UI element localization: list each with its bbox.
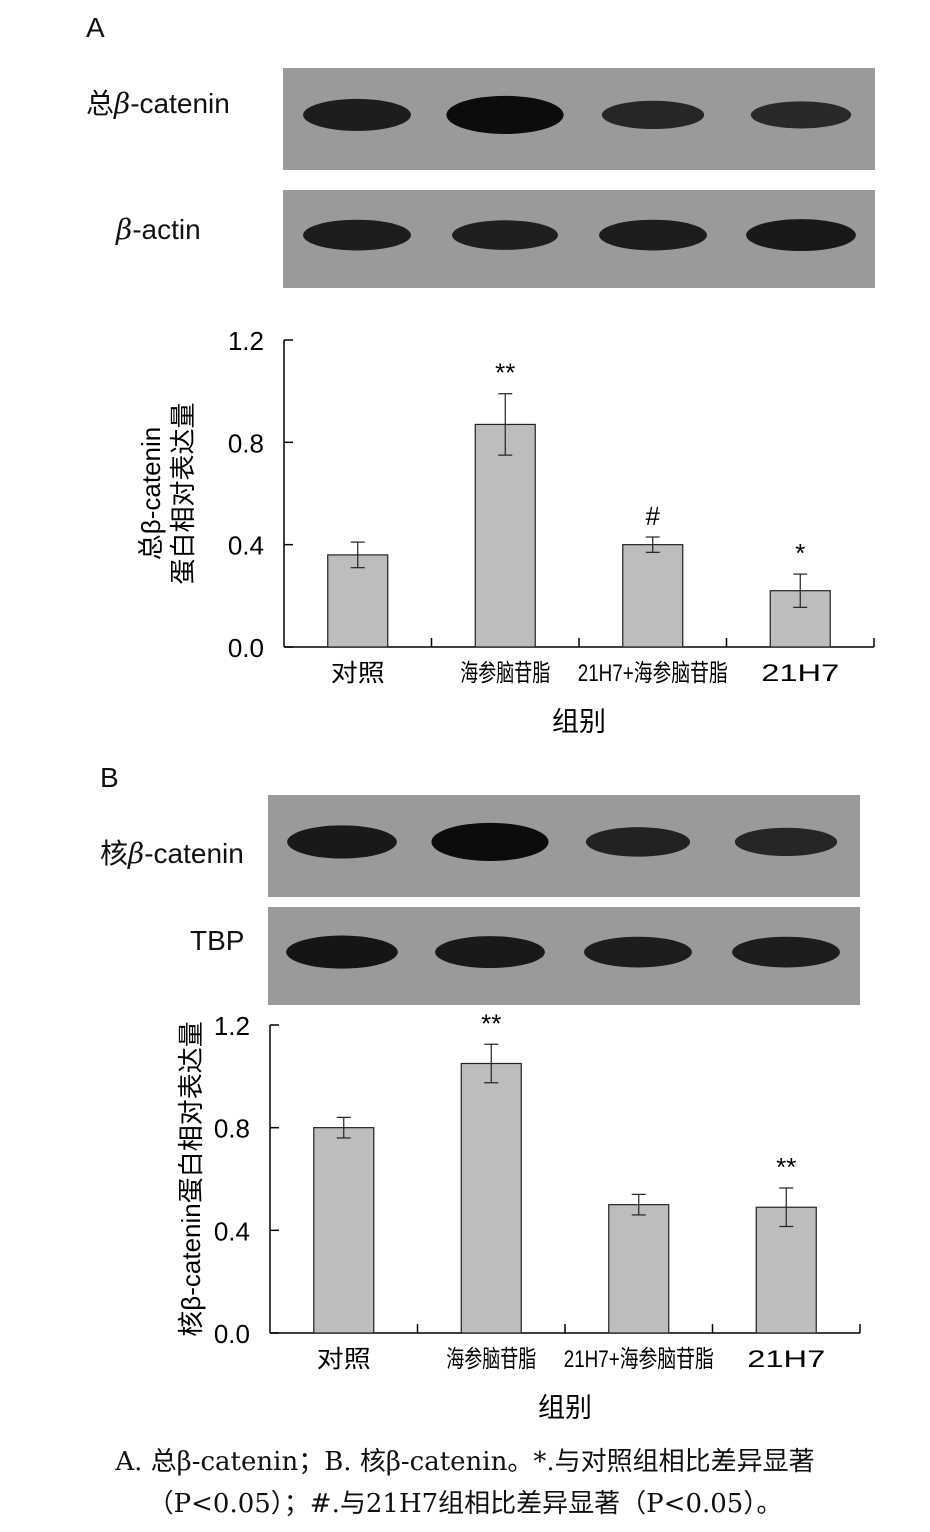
- chart-total-beta-catenin: 0.0 0.4 0.8 1.2 对照 ** 海参脑苷脂 #21H7+海参脑苷脂 * 21H7 组别 总…: [136, 326, 875, 737]
- y-tick-label: 0.4: [228, 531, 264, 561]
- blot-band: [303, 98, 411, 131]
- blot-band: [750, 101, 852, 129]
- x-tick-label: 21H7+海参脑苷脂: [578, 660, 728, 687]
- blot-strip-nuclear-beta-catenin: [268, 795, 860, 897]
- blot-label-greek: β: [128, 837, 145, 870]
- bar: [327, 554, 389, 648]
- blot-band: [601, 100, 705, 130]
- x-tick-label: 21H7: [761, 660, 839, 687]
- blot-band: [746, 219, 856, 252]
- error-bar: [350, 541, 365, 569]
- blot-band: [584, 936, 692, 968]
- significance-marker: #: [646, 501, 661, 531]
- blot-label-greek: β: [114, 87, 131, 120]
- blot-label-rest: -catenin: [130, 88, 230, 119]
- blot-band: [287, 825, 397, 859]
- bar: [460, 1062, 522, 1334]
- blot-label-nuclear-beta-catenin: 核β-catenin: [100, 832, 244, 872]
- axes: 0.0 0.4 0.8 1.2: [228, 326, 875, 663]
- error-bar: [498, 393, 513, 456]
- figure-caption-line-1: A. 总β-catenin；B. 核β-catenin。*.与对照组相比差异显著: [115, 1447, 815, 1477]
- blot-label-total-beta-catenin: 总β-catenin: [86, 82, 230, 122]
- significance-marker: **: [776, 1152, 796, 1182]
- blot-label-rest: -actin: [132, 214, 201, 245]
- blot-band: [446, 95, 564, 134]
- y-axis-title: 核β-catenin蛋白相对表达量: [176, 1021, 206, 1336]
- blot-band: [734, 827, 838, 857]
- panel-a-letter: A: [86, 12, 105, 43]
- error-bar: [779, 1187, 794, 1228]
- x-axis-title: 组别: [538, 1393, 592, 1423]
- error-bar: [631, 1193, 646, 1216]
- y-tick-label: 0.0: [228, 633, 264, 663]
- blot-band: [585, 827, 691, 857]
- blot-strip-beta-actin: [283, 190, 875, 288]
- y-tick-label: 0.0: [214, 1319, 250, 1349]
- blot-label-prefix: 总: [86, 88, 115, 119]
- blot-band: [451, 220, 559, 250]
- y-axis-title: 总β-catenin: [136, 427, 166, 560]
- y-tick-label: 0.4: [214, 1216, 250, 1246]
- x-tick-label: 21H7: [747, 1346, 825, 1373]
- y-tick-label: 1.2: [214, 1011, 250, 1041]
- panel-b-letter: B: [100, 762, 119, 793]
- blot-label-beta-actin: β-actin: [116, 213, 201, 246]
- x-tick-label: 海参脑苷脂: [460, 660, 550, 687]
- blot-label-prefix: 核: [100, 838, 129, 869]
- bar: [474, 423, 536, 648]
- blot-strip-tbp: [268, 907, 860, 1005]
- significance-marker: **: [495, 358, 515, 388]
- significance-marker: **: [481, 1008, 501, 1038]
- significance-marker: *: [795, 538, 805, 568]
- error-bar: [645, 536, 660, 553]
- blot-band: [303, 219, 411, 251]
- blot-label-rest: TBP: [190, 925, 245, 956]
- x-axis-title: 组别: [552, 707, 606, 737]
- error-bar: [793, 573, 808, 608]
- blot-label-tbp: TBP: [190, 924, 244, 957]
- y-tick-label: 0.8: [214, 1114, 250, 1144]
- chart-nuclear-beta-catenin: 0.0 0.4 0.8 1.2 对照 ** 海参脑苷脂 21H7+海参脑苷脂 ** 21H7 组别 核…: [176, 1008, 861, 1423]
- blot-label-greek: β: [116, 213, 133, 246]
- bar: [622, 544, 684, 648]
- y-axis-title: 蛋白相对表达量: [168, 402, 198, 584]
- y-tick-label: 0.8: [228, 428, 264, 458]
- blot-band: [732, 936, 840, 968]
- y-tick-label: 1.2: [228, 326, 264, 356]
- x-tick-label: 海参脑苷脂: [446, 1346, 536, 1373]
- blot-band: [435, 936, 545, 969]
- bar: [608, 1204, 670, 1334]
- figure-caption-line-2: （P<0.05）；#.与21H7组相比差异显著（P<0.05）。: [147, 1489, 783, 1519]
- x-tick-label: 21H7+海参脑苷脂: [564, 1346, 714, 1373]
- blot-label-rest: -catenin: [144, 838, 244, 869]
- bar: [313, 1127, 375, 1334]
- error-bar: [484, 1043, 499, 1084]
- blot-band: [599, 219, 707, 251]
- blot-band: [286, 935, 398, 969]
- x-tick-label: 对照: [331, 660, 385, 687]
- error-bar: [336, 1116, 351, 1139]
- blot-strip-total-beta-catenin: [283, 68, 875, 170]
- blot-band: [431, 822, 549, 861]
- x-tick-label: 对照: [317, 1346, 371, 1373]
- bar: [755, 1206, 817, 1334]
